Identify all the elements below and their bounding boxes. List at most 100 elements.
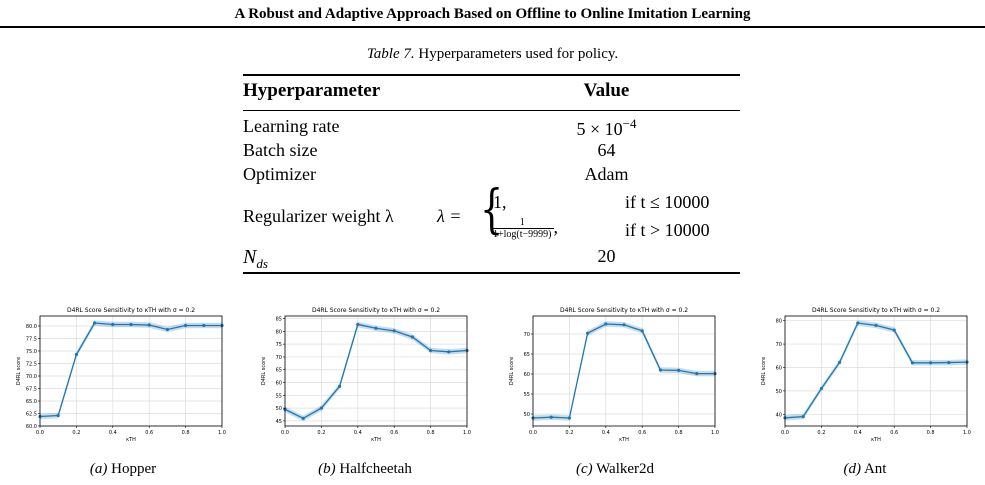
data-point xyxy=(319,406,323,410)
row-name: Nds xyxy=(243,246,268,272)
chart-title: D4RL Score Sensitivity to κTH with σ = 0… xyxy=(67,307,195,314)
x-tick-label: 1.0 xyxy=(963,430,971,436)
series-line xyxy=(784,322,968,419)
table-caption-label: Table 7. xyxy=(366,46,415,62)
subcaption-c: (c) Walker2d xyxy=(515,461,715,478)
data-point xyxy=(301,416,305,420)
confidence-band xyxy=(785,320,967,421)
y-tick-label: 85 xyxy=(276,317,282,323)
row-name: Optimizer xyxy=(243,164,316,184)
plot-frame xyxy=(532,315,716,427)
chart-ant: 40 50 60 70 80 0.0 0.2 0.4 0.6 0.8 1.0 D4RL Score S… xyxy=(761,307,971,443)
chart-title: D4RL Score Sensitivity to κTH with σ = 0… xyxy=(812,307,940,314)
data-point xyxy=(567,416,571,420)
y-tick-label: 70 xyxy=(776,342,782,348)
y-tick-label: 75.0 xyxy=(26,349,37,355)
subcaption-label: (d) xyxy=(843,461,862,477)
y-tick-label: 62.5 xyxy=(26,412,37,418)
case1-value: 1, xyxy=(493,192,507,212)
series-line xyxy=(284,323,468,420)
y-tick-label: 50 xyxy=(524,412,530,418)
data-point xyxy=(392,329,396,333)
y-tick-label: 40 xyxy=(776,412,782,418)
table-row: Learning rate 5 × 10−4 xyxy=(243,116,740,140)
learning-rate-exponent: −4 xyxy=(622,116,637,131)
x-tick-label: 0.6 xyxy=(890,430,898,436)
row-value: 5 × 10−4 xyxy=(473,116,740,140)
data-point xyxy=(622,323,626,327)
y-tick-label: 67.5 xyxy=(26,387,37,393)
data-point xyxy=(874,323,878,327)
y-tick-label: 65 xyxy=(276,368,282,374)
y-tick-label: 60 xyxy=(776,365,782,371)
chart-panel-halfcheetah: 45 50 55 60 65 70 75 80 85 0.0 0.2 0.4 0.6 0.8 1.0 D4RL… xyxy=(255,300,475,450)
x-axis-label: κTH xyxy=(371,437,381,443)
x-tick-label: 1.0 xyxy=(218,430,226,436)
plot-frame xyxy=(284,315,468,427)
data-point xyxy=(129,322,133,327)
data-point xyxy=(93,321,97,325)
data-point xyxy=(111,322,115,327)
subcaption-name: Walker2d xyxy=(596,461,655,477)
table-header-row: Hyperparameter Value xyxy=(243,80,740,102)
col-header-value: Value xyxy=(583,80,630,101)
data-point xyxy=(56,413,60,418)
nds-subscript: ds xyxy=(256,256,268,271)
x-tick-label: 0.8 xyxy=(427,430,435,436)
data-point xyxy=(356,322,360,327)
table-row: Optimizer Adam xyxy=(243,164,740,186)
table-mid-rule xyxy=(243,110,740,111)
subcaption-name: Ant xyxy=(863,461,887,477)
data-point xyxy=(202,323,206,328)
confidence-band xyxy=(285,321,467,422)
data-point xyxy=(929,361,933,365)
y-tick-label: 55 xyxy=(524,392,530,398)
regularizer-lhs: λ = xyxy=(437,206,462,226)
y-axis-label: D4RL score xyxy=(261,357,267,385)
subcaption-b: (b) Halfcheetah xyxy=(265,461,465,478)
nds-base: N xyxy=(243,246,257,268)
data-point xyxy=(410,335,414,339)
x-tick-label: 0.8 xyxy=(182,430,190,436)
x-tick-label: 0.0 xyxy=(529,430,537,436)
y-tick-label: 70 xyxy=(276,355,282,361)
data-point xyxy=(640,329,644,333)
table-row: Nds 20 xyxy=(243,246,740,271)
chart-halfcheetah: 45 50 55 60 65 70 75 80 85 0.0 0.2 0.4 0.6 0.8 1.0 D4RL… xyxy=(261,307,471,443)
confidence-band xyxy=(40,320,222,420)
y-tick-label: 60 xyxy=(524,372,530,378)
row-value: Adam xyxy=(584,164,629,184)
y-tick-label: 70.0 xyxy=(26,374,37,380)
subcaption-a: (a) Hopper xyxy=(23,461,223,478)
y-tick-label: 77.5 xyxy=(26,337,37,343)
table-bottom-rule xyxy=(243,272,740,274)
y-tick-label: 80.0 xyxy=(26,324,37,330)
data-point xyxy=(338,384,342,388)
subcaption-label: (a) xyxy=(89,461,108,477)
y-tick-label: 72.5 xyxy=(26,362,37,368)
x-tick-label: 0.0 xyxy=(36,430,44,436)
case2-fraction: 1 1+log(t−9999) xyxy=(491,217,554,240)
x-tick-label: 0.2 xyxy=(817,430,825,436)
data-point xyxy=(549,415,553,419)
table-caption-text: Hyperparameters used for policy. xyxy=(418,46,619,62)
x-tick-label: 0.6 xyxy=(638,430,646,436)
y-tick-label: 65.0 xyxy=(26,399,37,405)
data-point xyxy=(838,360,842,364)
data-point xyxy=(910,361,914,365)
x-tick-label: 0.0 xyxy=(281,430,289,436)
x-tick-label: 0.8 xyxy=(927,430,935,436)
table-row: Batch size 64 xyxy=(243,140,740,162)
subcaption-label: (c) xyxy=(575,461,593,477)
plot-frame xyxy=(784,315,968,427)
row-value: 64 xyxy=(597,140,616,160)
data-point xyxy=(604,322,608,326)
row-name: Regularizer weight λ xyxy=(243,206,394,226)
y-tick-label: 60 xyxy=(276,381,282,387)
case2-condition: if t > 10000 xyxy=(625,220,710,240)
data-point xyxy=(856,321,860,325)
subcaption-name: Hopper xyxy=(111,461,157,477)
data-point xyxy=(429,348,433,353)
y-tick-label: 50 xyxy=(776,389,782,395)
data-point xyxy=(184,323,188,328)
